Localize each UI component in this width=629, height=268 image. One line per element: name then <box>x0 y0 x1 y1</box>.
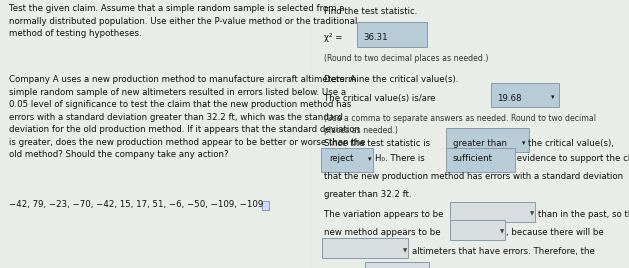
Text: (Round to two decimal places as needed.): (Round to two decimal places as needed.) <box>324 54 489 63</box>
FancyBboxPatch shape <box>365 262 429 268</box>
FancyBboxPatch shape <box>357 22 427 47</box>
FancyBboxPatch shape <box>447 128 529 152</box>
Bar <box>262 201 269 210</box>
Text: than in the past, so the: than in the past, so the <box>538 210 629 219</box>
FancyBboxPatch shape <box>447 148 515 172</box>
Text: sufficient: sufficient <box>453 154 493 163</box>
FancyBboxPatch shape <box>321 148 373 172</box>
Text: H₀. There is: H₀. There is <box>375 154 427 163</box>
Text: altimeters that have errors. Therefore, the: altimeters that have errors. Therefore, … <box>412 247 594 256</box>
Text: ▾: ▾ <box>551 94 555 100</box>
Text: Since the test statistic is: Since the test statistic is <box>324 139 433 148</box>
Text: Test the given claim. Assume that a simple random sample is selected from a
norm: Test the given claim. Assume that a simp… <box>9 4 358 38</box>
Text: −42, 79, −23, −70, −42, 15, 17, 51, −6, −50, −109, −109: −42, 79, −23, −70, −42, 15, 17, 51, −6, … <box>9 200 264 209</box>
Text: ▾: ▾ <box>368 157 371 162</box>
Text: greater than: greater than <box>453 139 507 148</box>
Text: Find the test statistic.: Find the test statistic. <box>324 7 418 16</box>
FancyBboxPatch shape <box>450 220 505 240</box>
Text: ▼: ▼ <box>500 230 504 235</box>
FancyBboxPatch shape <box>491 83 559 107</box>
Text: new method appears to be: new method appears to be <box>324 228 443 237</box>
Text: The variation appears to be: The variation appears to be <box>324 210 447 219</box>
Text: ▼: ▼ <box>403 248 407 253</box>
Text: greater than 32.2 ft.: greater than 32.2 ft. <box>324 190 412 199</box>
Text: 19.68: 19.68 <box>497 94 521 103</box>
Text: 36.31: 36.31 <box>364 34 388 43</box>
Text: reject: reject <box>329 154 353 163</box>
Text: χ² =: χ² = <box>324 34 345 43</box>
Text: the critical value(s),: the critical value(s), <box>528 139 614 148</box>
Text: that the new production method has errors with a standard deviation: that the new production method has error… <box>324 172 623 181</box>
Text: ▾: ▾ <box>522 140 526 146</box>
Text: Determine the critical value(s).: Determine the critical value(s). <box>324 75 459 84</box>
Text: evidence to support the claim: evidence to support the claim <box>514 154 629 163</box>
FancyBboxPatch shape <box>323 238 408 258</box>
Text: (Use a comma to separate answers as needed. Round to two decimal
places as neede: (Use a comma to separate answers as need… <box>324 114 596 135</box>
FancyBboxPatch shape <box>450 202 535 222</box>
Text: Company A uses a new production method to manufacture aircraft altimeters. A
sim: Company A uses a new production method t… <box>9 75 366 159</box>
Text: The critical value(s) is/are: The critical value(s) is/are <box>324 94 435 103</box>
Text: ▼: ▼ <box>530 212 534 217</box>
Text: , because there will be: , because there will be <box>506 228 604 237</box>
